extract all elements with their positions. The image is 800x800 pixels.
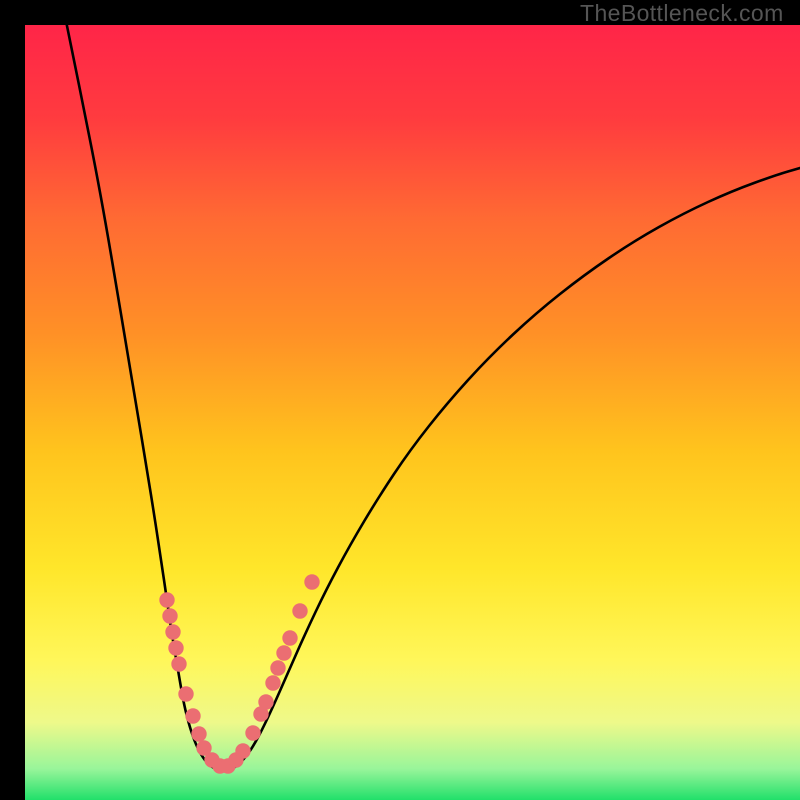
data-markers <box>160 575 319 773</box>
chart-stage: TheBottleneck.com <box>0 0 800 800</box>
marker-dot <box>163 609 177 623</box>
marker-dot <box>179 687 193 701</box>
marker-dot <box>277 646 291 660</box>
marker-dot <box>283 631 297 645</box>
marker-dot <box>271 661 285 675</box>
chart-svg <box>0 0 800 800</box>
marker-dot <box>246 726 260 740</box>
marker-dot <box>169 641 183 655</box>
marker-dot <box>266 676 280 690</box>
marker-dot <box>305 575 319 589</box>
marker-dot <box>236 744 250 758</box>
marker-dot <box>259 695 273 709</box>
marker-dot <box>172 657 186 671</box>
marker-dot <box>186 709 200 723</box>
marker-dot <box>293 604 307 618</box>
marker-dot <box>166 625 180 639</box>
marker-dot <box>192 727 206 741</box>
marker-dot <box>160 593 174 607</box>
